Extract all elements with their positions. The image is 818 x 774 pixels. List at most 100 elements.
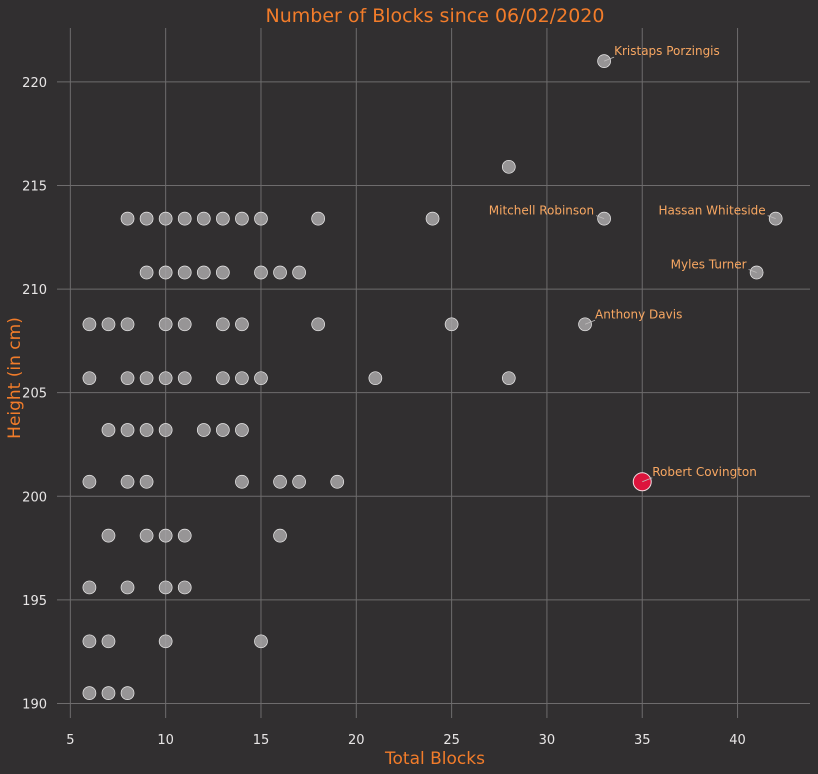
data-point xyxy=(158,634,173,649)
annotation-label: Myles Turner xyxy=(671,258,747,272)
y-tick-label: 200 xyxy=(22,490,47,505)
data-point xyxy=(216,211,230,226)
data-point xyxy=(101,528,116,543)
data-point xyxy=(82,686,97,700)
data-point xyxy=(273,265,287,280)
data-point xyxy=(120,211,135,226)
data-point xyxy=(196,423,211,437)
chart-title: Number of Blocks since 06/02/2020 xyxy=(266,5,605,27)
data-point xyxy=(158,423,173,437)
x-tick-labels: 5 10 15 20 25 30 35 40 xyxy=(66,733,746,748)
x-axis-label: Total Blocks xyxy=(384,749,485,769)
data-point xyxy=(82,474,97,489)
y-tick-label: 205 xyxy=(22,387,47,402)
data-point xyxy=(235,211,249,226)
data-point xyxy=(235,423,249,437)
data-point xyxy=(158,580,173,595)
y-tick-label: 195 xyxy=(22,594,47,609)
data-point xyxy=(158,317,173,332)
data-point xyxy=(254,211,268,226)
data-points xyxy=(82,54,783,700)
data-point xyxy=(101,423,116,437)
data-point xyxy=(82,580,97,595)
x-tick-label: 35 xyxy=(634,733,651,748)
annotation-label: Kristaps Porzingis xyxy=(614,44,720,58)
y-tick-label: 215 xyxy=(22,179,47,194)
data-point xyxy=(139,265,154,280)
data-point xyxy=(368,371,383,386)
data-point xyxy=(139,423,154,437)
data-point xyxy=(158,528,173,543)
x-tick-label: 20 xyxy=(348,733,365,748)
data-point xyxy=(177,371,192,386)
data-point xyxy=(177,528,192,543)
y-tick-label: 220 xyxy=(22,76,47,91)
data-point xyxy=(292,474,306,489)
data-point xyxy=(177,317,192,332)
data-point xyxy=(235,371,249,386)
data-point xyxy=(177,211,192,226)
data-point xyxy=(196,265,211,280)
y-tick-label: 190 xyxy=(22,697,47,712)
data-point xyxy=(216,265,230,280)
annotation-label: Anthony Davis xyxy=(595,307,682,321)
x-tick-label: 10 xyxy=(157,733,174,748)
grid xyxy=(57,28,810,718)
data-point xyxy=(311,211,326,226)
x-tick-label: 30 xyxy=(539,733,556,748)
data-point xyxy=(501,159,516,174)
data-point xyxy=(273,528,287,543)
data-point xyxy=(82,634,97,649)
x-tick-label: 25 xyxy=(443,733,460,748)
data-point xyxy=(139,474,154,489)
data-point xyxy=(254,634,268,649)
data-point xyxy=(254,265,268,280)
data-point xyxy=(158,371,173,386)
data-point xyxy=(120,686,135,700)
annotation-leader xyxy=(642,477,653,483)
y-axis-label: Height (in cm) xyxy=(5,317,25,439)
data-point xyxy=(501,371,516,386)
data-point xyxy=(177,265,192,280)
data-point xyxy=(330,474,345,489)
data-point xyxy=(101,634,116,649)
data-point xyxy=(139,371,154,386)
data-point xyxy=(158,211,173,226)
annotations: Kristaps Porzingis Mitchell Robinson Hassa… xyxy=(489,44,776,483)
data-point xyxy=(139,528,154,543)
data-point xyxy=(292,265,306,280)
data-point xyxy=(216,423,230,437)
annotation-leader xyxy=(584,319,596,325)
data-point xyxy=(311,317,326,332)
data-point xyxy=(101,686,116,700)
y-tick-labels: 190 195 200 205 210 215 220 xyxy=(22,76,47,713)
data-point xyxy=(139,211,154,226)
y-tick-label: 210 xyxy=(22,283,47,298)
data-point xyxy=(82,317,97,332)
data-point xyxy=(120,474,135,489)
annotation-leader xyxy=(595,215,605,220)
data-point xyxy=(158,265,173,280)
data-point xyxy=(120,317,135,332)
annotation-label: Hassan Whiteside xyxy=(659,204,766,218)
data-point xyxy=(177,580,192,595)
annotation-label: Robert Covington xyxy=(652,465,757,479)
data-point xyxy=(82,371,97,386)
data-point xyxy=(196,211,211,226)
x-tick-label: 40 xyxy=(729,733,746,748)
annotation-label: Mitchell Robinson xyxy=(489,204,594,218)
x-tick-label: 15 xyxy=(253,733,270,748)
data-point xyxy=(235,317,249,332)
data-point xyxy=(120,580,135,595)
annotation-leader xyxy=(748,269,757,273)
data-point xyxy=(216,317,230,332)
x-tick-label: 5 xyxy=(66,733,74,748)
data-point xyxy=(425,211,440,226)
data-point xyxy=(120,423,135,437)
data-point xyxy=(444,317,459,332)
data-point xyxy=(273,474,287,489)
data-point xyxy=(254,371,268,386)
data-point xyxy=(120,371,135,386)
annotation-leader xyxy=(767,215,776,220)
